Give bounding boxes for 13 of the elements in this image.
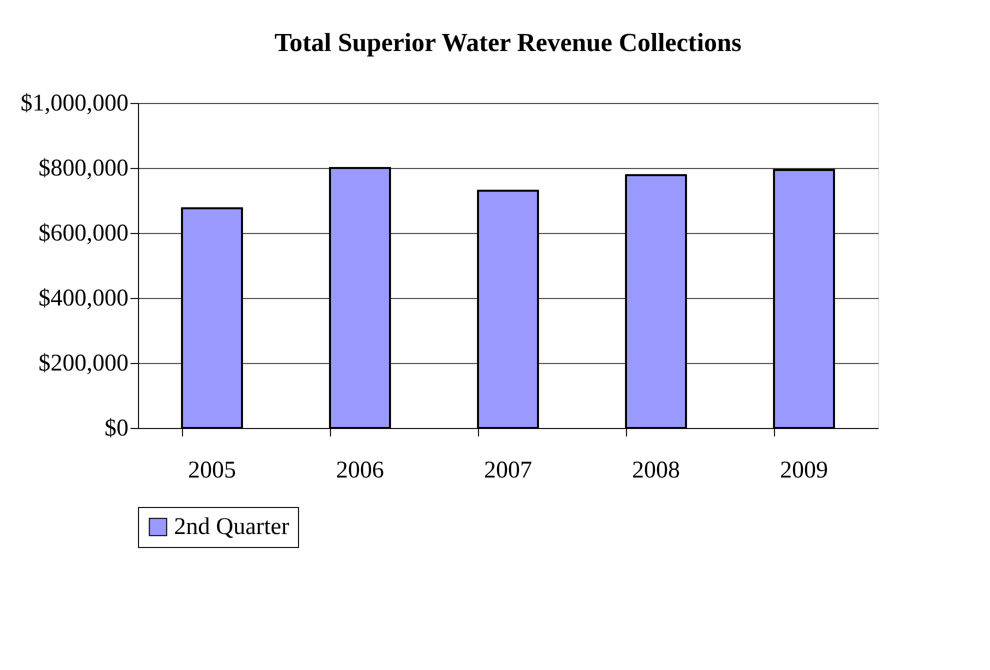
y-tick-label: $400,000 bbox=[38, 286, 128, 312]
x-tick-label: 2006 bbox=[336, 458, 384, 484]
x-tick-label: 2007 bbox=[484, 458, 532, 484]
x-tick-label: 2008 bbox=[632, 458, 680, 484]
y-tick-label: $200,000 bbox=[38, 350, 128, 376]
x-tick-label: 2005 bbox=[188, 458, 236, 484]
y-tick-label: $0 bbox=[104, 416, 128, 442]
chart-title: Total Superior Water Revenue Collections bbox=[274, 28, 742, 57]
y-tick-label: $1,000,000 bbox=[20, 90, 128, 116]
x-tick-label: 2009 bbox=[780, 458, 828, 484]
legend-label: 2nd Quarter bbox=[174, 514, 290, 540]
y-tick-label: $600,000 bbox=[38, 220, 128, 246]
y-tick-label: $800,000 bbox=[38, 156, 128, 182]
